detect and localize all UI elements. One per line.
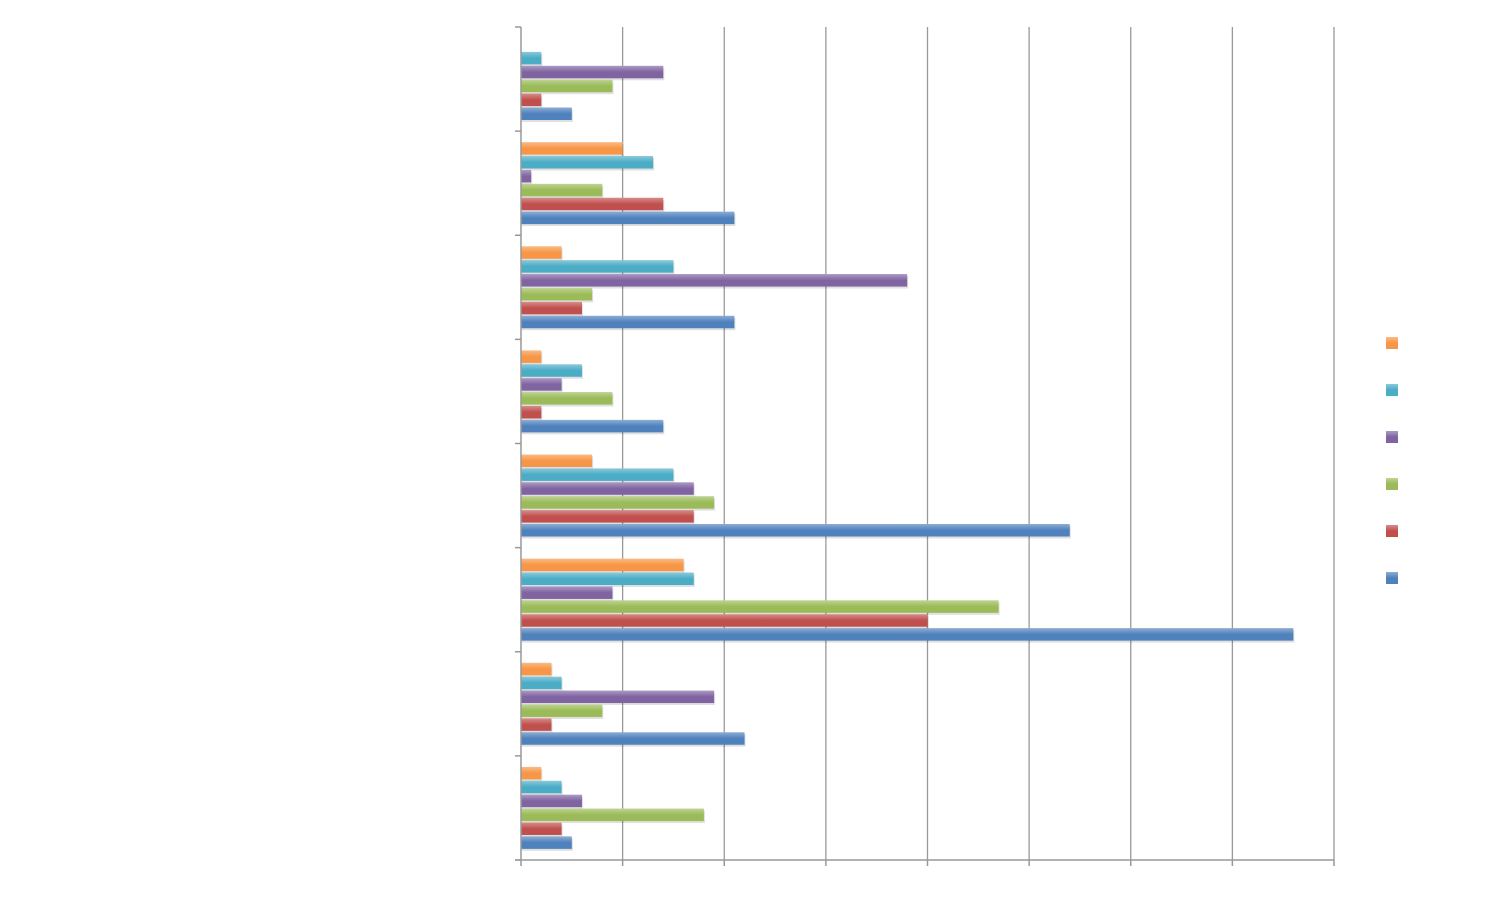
- bar: [521, 676, 562, 690]
- bar: [521, 260, 674, 273]
- bar: [521, 350, 542, 363]
- bar: [521, 496, 715, 509]
- bar: [521, 301, 582, 315]
- bar: [521, 93, 542, 107]
- legend-swatch: [1386, 384, 1398, 396]
- bar: [521, 274, 908, 287]
- bar: [521, 156, 654, 169]
- bar: [521, 572, 694, 586]
- bar: [521, 482, 694, 495]
- bar: [521, 794, 582, 808]
- bar: [521, 718, 552, 731]
- bar: [521, 628, 1294, 641]
- legend-swatch: [1386, 572, 1398, 584]
- bar: [521, 79, 613, 93]
- bar: [521, 211, 735, 225]
- bar: [521, 142, 623, 155]
- bar: [521, 662, 552, 676]
- bar: [521, 732, 745, 745]
- bar: [521, 690, 715, 704]
- bar: [521, 51, 542, 65]
- gridlines: [621, 27, 1335, 860]
- bar: [521, 246, 562, 259]
- bar: [521, 169, 532, 183]
- bar: [521, 836, 572, 849]
- bar: [521, 197, 664, 211]
- bar: [521, 183, 603, 197]
- bar: [521, 524, 1070, 537]
- bar: [521, 392, 613, 405]
- bar: [521, 822, 562, 835]
- legend-swatch: [1386, 525, 1398, 537]
- bar: [521, 378, 562, 391]
- legend: [1386, 337, 1398, 584]
- bars: [521, 51, 1295, 851]
- bar: [521, 468, 674, 481]
- bar: [521, 65, 664, 79]
- legend-swatch: [1386, 431, 1398, 443]
- bar: [521, 405, 542, 419]
- axes: [515, 26, 1335, 866]
- bar: [521, 454, 593, 467]
- bar: [521, 510, 694, 523]
- bar: [521, 808, 704, 822]
- bar: [521, 287, 593, 301]
- bar: [521, 600, 999, 613]
- bar: [521, 704, 603, 717]
- bar: [521, 364, 582, 377]
- bar: [521, 586, 613, 599]
- legend-swatch: [1386, 337, 1398, 349]
- legend-swatch: [1386, 478, 1398, 490]
- bar: [521, 614, 928, 627]
- bar: [521, 419, 664, 433]
- bar: [521, 107, 572, 120]
- bar: [521, 558, 684, 572]
- bar: [521, 780, 562, 794]
- bar: [521, 766, 542, 780]
- bar: [521, 315, 735, 329]
